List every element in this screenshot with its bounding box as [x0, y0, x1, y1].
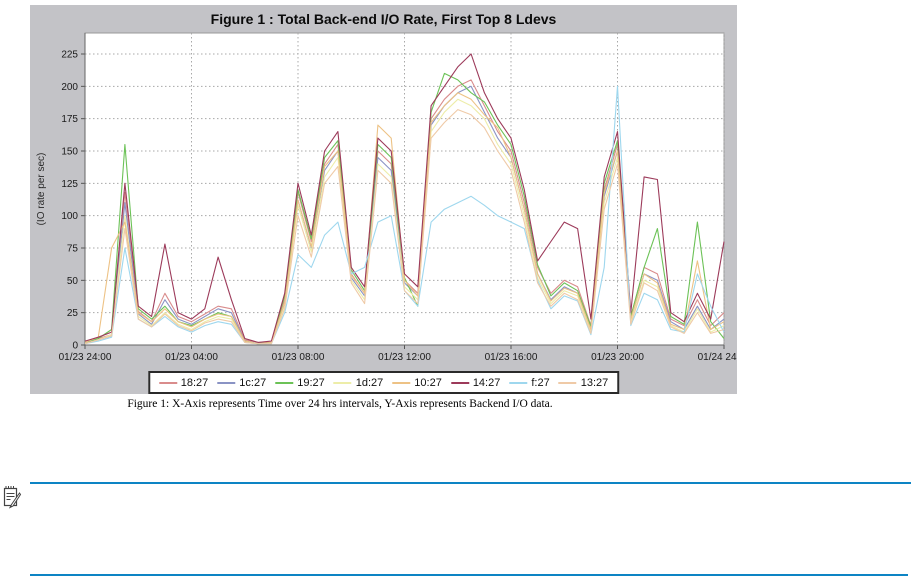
legend-label: 13:27: [580, 376, 609, 389]
svg-text:25: 25: [67, 308, 79, 319]
legend-item-18:27: 18:27: [158, 376, 209, 389]
legend-line-swatch: [509, 381, 528, 384]
legend-line-swatch: [558, 381, 577, 384]
svg-text:01/23 08:00: 01/23 08:00: [272, 352, 325, 363]
svg-text:01/23 12:00: 01/23 12:00: [378, 352, 431, 363]
legend-label: 10:27: [414, 376, 442, 389]
legend-item-1c:27: 1c:27: [217, 377, 266, 389]
chart-title: Figure 1 : Total Back-end I/O Rate, Firs…: [210, 11, 557, 27]
legend-item-1d:27: 1d:27: [333, 376, 384, 389]
notepad-pencil-icon: [2, 484, 22, 510]
svg-text:(IO rate per sec): (IO rate per sec): [36, 153, 47, 226]
legend-line-swatch: [217, 381, 236, 384]
legend-label: 18:27: [180, 376, 209, 389]
legend-label: 1c:27: [239, 376, 267, 389]
svg-text:125: 125: [61, 179, 78, 190]
legend-line-swatch: [333, 381, 352, 384]
legend-label: f:27: [531, 376, 550, 389]
chart-panel: 0 25 50 75 100 125 150 175 200 225 01/23 24:00 01/2…: [30, 5, 737, 394]
legend-item-14:27: 14:27: [450, 376, 501, 389]
svg-text:01/23 04:00: 01/23 04:00: [165, 352, 218, 363]
figure-caption: Figure 1: X-Axis represents Time over 24…: [127, 398, 553, 410]
svg-text:01/23 16:00: 01/23 16:00: [485, 352, 538, 363]
svg-text:50: 50: [67, 276, 79, 287]
legend-label: 19:27: [297, 376, 325, 389]
legend-item-f:27: f:27: [509, 376, 550, 389]
svg-text:150: 150: [61, 147, 78, 158]
legend-label: 1d:27: [355, 376, 384, 389]
line-chart-canvas: 0 25 50 75 100 125 150 175 200 225 01/23 24:00 01/2…: [36, 32, 737, 363]
legend-line-swatch: [158, 381, 177, 384]
svg-text:225: 225: [61, 50, 78, 61]
series-line-14:27: [84, 53, 725, 343]
svg-text:175: 175: [61, 114, 78, 125]
svg-text:0: 0: [72, 341, 78, 352]
svg-text:01/24 24:00: 01/24 24:00: [698, 352, 737, 363]
note-bottom-rule: [30, 574, 908, 576]
note-top-rule: [30, 482, 911, 484]
legend-item-10:27: 10:27: [392, 377, 442, 389]
legend-item-13:27: 13:27: [558, 376, 609, 389]
legend-line-swatch: [450, 381, 469, 384]
svg-text:01/23 20:00: 01/23 20:00: [591, 352, 644, 363]
legend-line-swatch: [392, 381, 411, 384]
chart-legend: 18:27 1c:27 19:27 1d:27 10:27 14:27 f:27 13:27: [147, 371, 620, 394]
series-line-10:27: [84, 92, 725, 345]
svg-text:01/23 24:00: 01/23 24:00: [59, 352, 112, 363]
svg-text:200: 200: [61, 82, 78, 93]
legend-line-swatch: [275, 381, 294, 384]
legend-item-19:27: 19:27: [275, 377, 325, 389]
series-line-13:27: [84, 109, 725, 345]
svg-text:100: 100: [61, 211, 78, 222]
legend-label: 14:27: [472, 376, 501, 389]
svg-text:75: 75: [67, 244, 79, 255]
